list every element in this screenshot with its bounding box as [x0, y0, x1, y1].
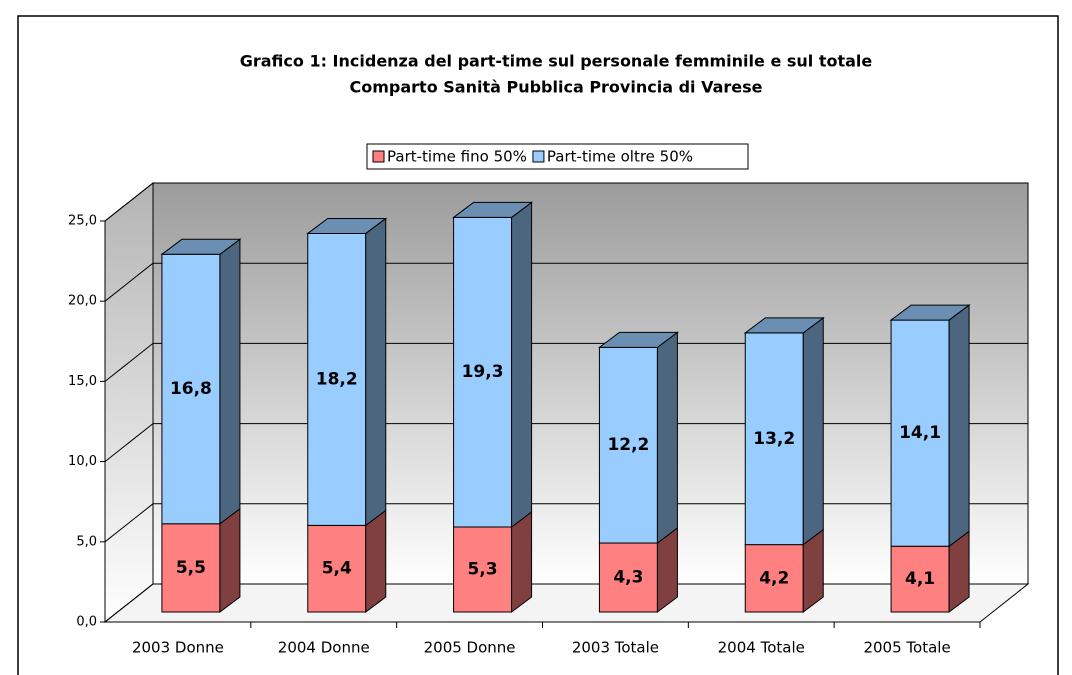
bar-segment: [744, 528, 824, 613]
bar-segment: [307, 509, 387, 613]
bar-top: [160, 238, 242, 255]
y-tick-label: 20,0: [68, 294, 97, 309]
x-tick-label: 2004 Donne: [278, 639, 370, 657]
bar-side: [511, 201, 533, 528]
bar-segment: [453, 510, 533, 614]
y-tick-label: 25,0: [68, 214, 97, 229]
bar-front: [161, 523, 221, 613]
legend-label: Part-time oltre 50%: [547, 148, 693, 166]
grid-line: [104, 262, 154, 302]
x-tick-label: 2004 Totale: [718, 639, 805, 657]
x-tick-label: 2003 Totale: [572, 639, 659, 657]
bar-side: [802, 316, 824, 546]
bar-segment: [890, 530, 970, 613]
bar-top: [306, 217, 388, 234]
bar-front: [307, 232, 367, 526]
grid-line: [104, 182, 154, 222]
data-label: 5,4: [322, 559, 352, 579]
bar-segment: [161, 507, 241, 613]
data-label: 16,8: [170, 379, 212, 399]
bar-side: [948, 304, 970, 548]
bar-front: [453, 526, 513, 613]
data-label: 14,1: [899, 423, 941, 443]
bar-side: [219, 238, 241, 525]
bar-segment: [597, 331, 679, 545]
bar-segment: [306, 217, 388, 527]
legend-swatch: [532, 150, 545, 163]
bar-front: [744, 544, 804, 613]
data-label: 4,1: [905, 569, 935, 589]
bar-front: [890, 545, 950, 613]
frame: [17, 15, 1059, 675]
data-label: 13,2: [753, 429, 795, 449]
chart-subtitle: Comparto Sanità Pubblica Provincia di Va…: [350, 78, 763, 97]
legend-label: Part-time fino 50%: [387, 148, 527, 166]
chart-title: Grafico 1: Incidenza del part-time sul p…: [240, 52, 873, 71]
y-tick-label: 10,0: [68, 454, 97, 469]
data-label: 19,3: [462, 362, 504, 382]
grid-line: [104, 503, 154, 543]
data-label: 5,5: [176, 558, 206, 578]
y-tick-label: 15,0: [68, 374, 97, 389]
legend-swatch: [372, 150, 385, 163]
bar-side: [365, 509, 387, 613]
bar-top: [743, 317, 825, 334]
grid-line: [104, 583, 154, 623]
bar-side: [219, 507, 241, 613]
bar-top: [889, 304, 971, 321]
y-tick-label: 0,0: [76, 615, 97, 630]
x-tick-label: 2005 Totale: [863, 639, 950, 657]
floor: [103, 583, 1030, 623]
bar-segment: [452, 201, 534, 528]
data-label: 18,2: [316, 369, 358, 389]
grid-line: [104, 423, 154, 462]
bar-side: [511, 510, 533, 614]
bar-side: [365, 217, 387, 527]
side-wall: [104, 181, 154, 624]
data-label: 4,3: [613, 568, 643, 588]
bar-top: [597, 331, 679, 348]
bar-segment: [598, 527, 678, 613]
data-label: 5,3: [468, 559, 498, 579]
bar-segment: [889, 304, 971, 548]
bar-front: [453, 216, 513, 528]
bar-side: [656, 331, 678, 545]
grid-line: [104, 343, 154, 382]
bar-front: [598, 542, 658, 613]
bar-front: [744, 332, 804, 546]
bar-top: [452, 201, 534, 218]
bar-front: [890, 319, 950, 547]
legend: Part-time fino 50% Part-time oltre 50%: [366, 143, 749, 170]
x-tick-label: 2005 Donne: [424, 639, 516, 657]
x-tick-label: 2003 Donne: [132, 639, 224, 657]
plot-area: 0,0 5,0 10,0 15,0 20,0 25,0 5,5 16,8 2003 Donne 5…: [68, 181, 1030, 657]
legend-box: [366, 143, 749, 170]
data-label: 4,2: [759, 568, 789, 588]
data-label: 12,2: [607, 435, 649, 455]
bar-segment: [743, 316, 825, 546]
y-tick-label: 5,0: [76, 534, 97, 549]
bar-front: [161, 253, 221, 525]
bar-segment: [160, 238, 242, 525]
